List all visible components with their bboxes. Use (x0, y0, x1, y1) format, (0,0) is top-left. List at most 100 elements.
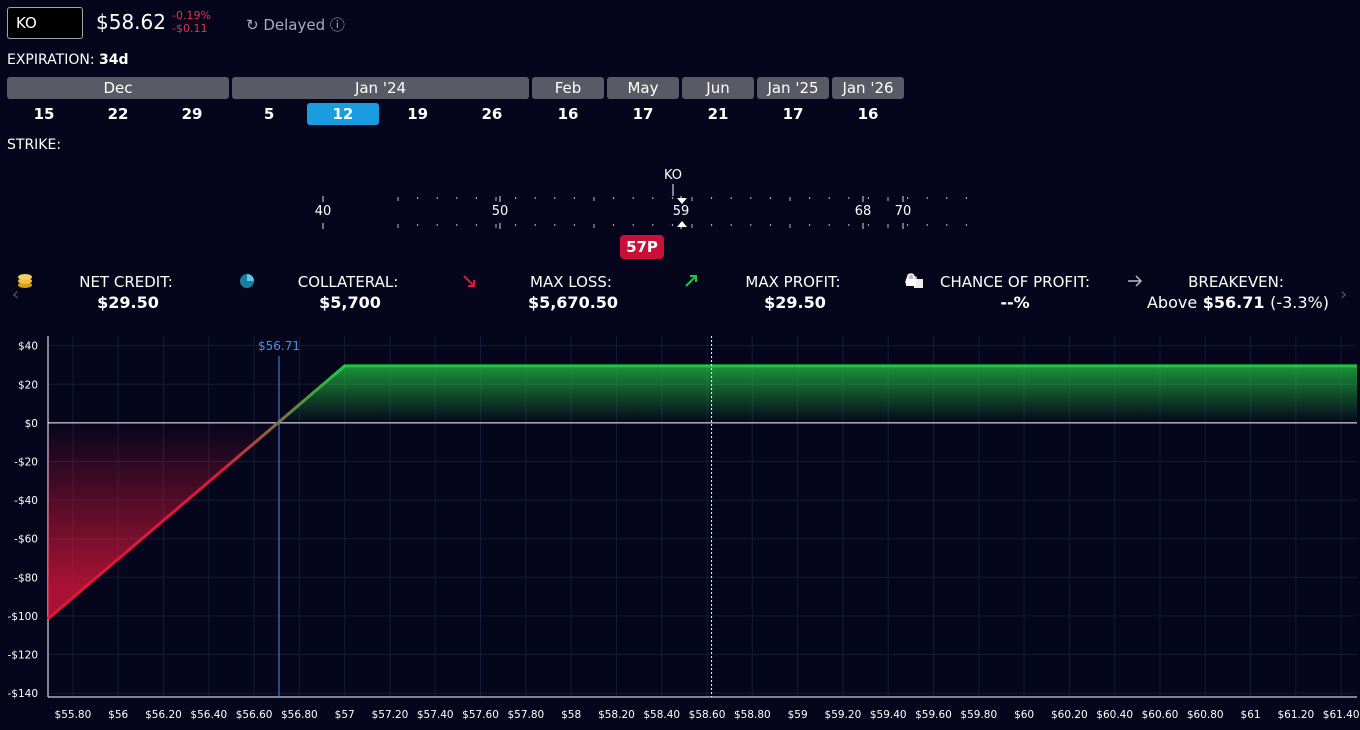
stat-value-row: $5,700 (238, 274, 458, 314)
expiration-group: Jan '25 17 (757, 77, 829, 125)
stat-suffix: (-3.3%) (1270, 293, 1329, 312)
x-tick-label: $56.20 (145, 709, 182, 721)
expiration-day[interactable]: 21 (707, 105, 729, 123)
x-tick-label: $58.60 (689, 709, 726, 721)
change-pct: -0.19% (172, 9, 211, 22)
expiration-group: Jun 21 (682, 77, 754, 125)
stat: MAX LOSS: $5,670.50 (461, 273, 681, 314)
strike-ruler (322, 184, 967, 229)
expiration-month[interactable]: Jan '26 (832, 77, 904, 99)
x-tick-label: $60.20 (1051, 709, 1088, 721)
stat-value-row: $29.50 (683, 275, 903, 314)
expiration-day[interactable]: 26 (481, 105, 503, 123)
ticker-input[interactable]: KO (7, 7, 83, 39)
x-tick-label: $61.20 (1277, 709, 1314, 721)
x-tick-label: $55.80 (55, 709, 92, 721)
x-tick-label: $59.20 (825, 709, 862, 721)
x-tick-label: $56.60 (236, 709, 273, 721)
expiration-day[interactable]: 19 (407, 105, 429, 123)
expiration-days: 16 (832, 99, 904, 125)
stat-label: BREAKEVEN: (1188, 273, 1284, 291)
expiration-label: EXPIRATION: (7, 52, 95, 68)
y-tick-label: -$120 (7, 650, 38, 662)
breakeven-label: $56.71 (258, 339, 300, 353)
expiration-day[interactable]: 22 (107, 105, 129, 123)
stat-value-row: Above $56.71 (-3.3%) (1126, 275, 1346, 314)
x-tick-label: $59.80 (960, 709, 997, 721)
x-tick-label: $56.40 (190, 709, 227, 721)
expiration-day[interactable]: 29 (181, 105, 203, 123)
expiration-month[interactable]: Feb (532, 77, 604, 99)
expiration-month[interactable]: Dec (7, 77, 229, 99)
expiration-value: 34d (99, 52, 129, 68)
strike-tick-label[interactable]: 68 (854, 204, 872, 219)
price: $58.62 (96, 10, 166, 34)
expiration-day[interactable]: 17 (632, 105, 654, 123)
stat-value: $29.50 (97, 293, 159, 312)
status-text: Delayed (263, 16, 326, 34)
expiration-days: 16 (532, 99, 604, 125)
expiration-group: Dec 15 22 29 (7, 77, 229, 125)
strike-tick-label[interactable]: 70 (894, 204, 912, 219)
expiration-month[interactable]: Jan '25 (757, 77, 829, 99)
expiration-group: Jan '24 5 12 19 26 (232, 77, 529, 125)
position-badge[interactable]: 57P (620, 235, 664, 259)
expiration-day[interactable]: 12 (307, 103, 379, 125)
expiration-days: 17 (607, 99, 679, 125)
stat-prefix: Above (1146, 293, 1198, 312)
expiration-groups: Dec 15 22 29 Jan '24 5 12 19 26 Feb 16 May 17 Jun 21 Ja… (7, 77, 907, 125)
stat-value: $5,670.50 (527, 293, 619, 312)
expiration-days: 15 22 29 (7, 99, 229, 125)
strike-tick-label[interactable]: 59 (672, 204, 690, 219)
underlying-arrow (677, 198, 687, 204)
underlying-marker: KO (663, 168, 683, 183)
expiration-day[interactable]: 17 (782, 105, 804, 123)
change-abs: -$0.11 (172, 22, 208, 35)
expiration-days: 5 12 19 26 (232, 99, 529, 125)
payoff-area (48, 365, 1357, 619)
expiration-month[interactable]: Jan '24 (232, 77, 529, 99)
next-arrow[interactable]: › (1340, 284, 1348, 305)
expiration-group: May 17 (607, 77, 679, 125)
x-tick-label: $57.20 (372, 709, 409, 721)
x-tick-label: $60 (1014, 709, 1034, 721)
expiration-day[interactable]: 16 (857, 105, 879, 123)
x-tick-label: $58.20 (598, 709, 635, 721)
x-tick-label: $61.40 (1323, 709, 1360, 721)
x-tick-label: $59.60 (915, 709, 952, 721)
strike-tick-label[interactable]: 40 (314, 204, 332, 219)
expiration-month[interactable]: May (607, 77, 679, 99)
stat: CHANCE OF PROFIT: --% (905, 273, 1125, 314)
y-tick-label: -$140 (7, 688, 38, 700)
payoff-line (47, 364, 1357, 620)
y-tick-label: $40 (18, 341, 38, 353)
x-tick-label: $57 (335, 709, 355, 721)
strike-tick-label[interactable]: 50 (491, 204, 509, 219)
x-tick-label: $56.80 (281, 709, 318, 721)
y-tick-label: -$20 (14, 456, 38, 468)
stat-label: MAX PROFIT: (745, 273, 841, 291)
y-tick-label: -$60 (14, 534, 38, 546)
expiration-days: 21 (682, 99, 754, 125)
expiration-day[interactable]: 16 (557, 105, 579, 123)
stat-label: NET CREDIT: (79, 273, 173, 291)
x-tick-label: $60.60 (1142, 709, 1179, 721)
y-tick-label: -$100 (7, 611, 38, 623)
y-tick-label: $0 (25, 418, 38, 430)
expiration-day[interactable]: 15 (33, 105, 55, 123)
x-tick-label: $58.80 (734, 709, 771, 721)
stat-value-row: $5,670.50 (461, 275, 681, 314)
stat-value: $5,700 (319, 293, 381, 312)
expiration-days: 17 (757, 99, 829, 125)
x-tick-label: $58 (561, 709, 581, 721)
expiration-month[interactable]: Jun (682, 77, 754, 99)
stat-value: --% (1000, 293, 1030, 312)
x-tick-label: $60.40 (1096, 709, 1133, 721)
strike-label: STRIKE: (7, 137, 62, 153)
stat-label: CHANCE OF PROFIT: (939, 273, 1091, 291)
x-tick-label: $59.40 (870, 709, 907, 721)
prev-arrow[interactable]: ‹ (12, 284, 20, 305)
x-tick-label: $58.40 (643, 709, 680, 721)
expiration-day[interactable]: 5 (263, 105, 275, 123)
